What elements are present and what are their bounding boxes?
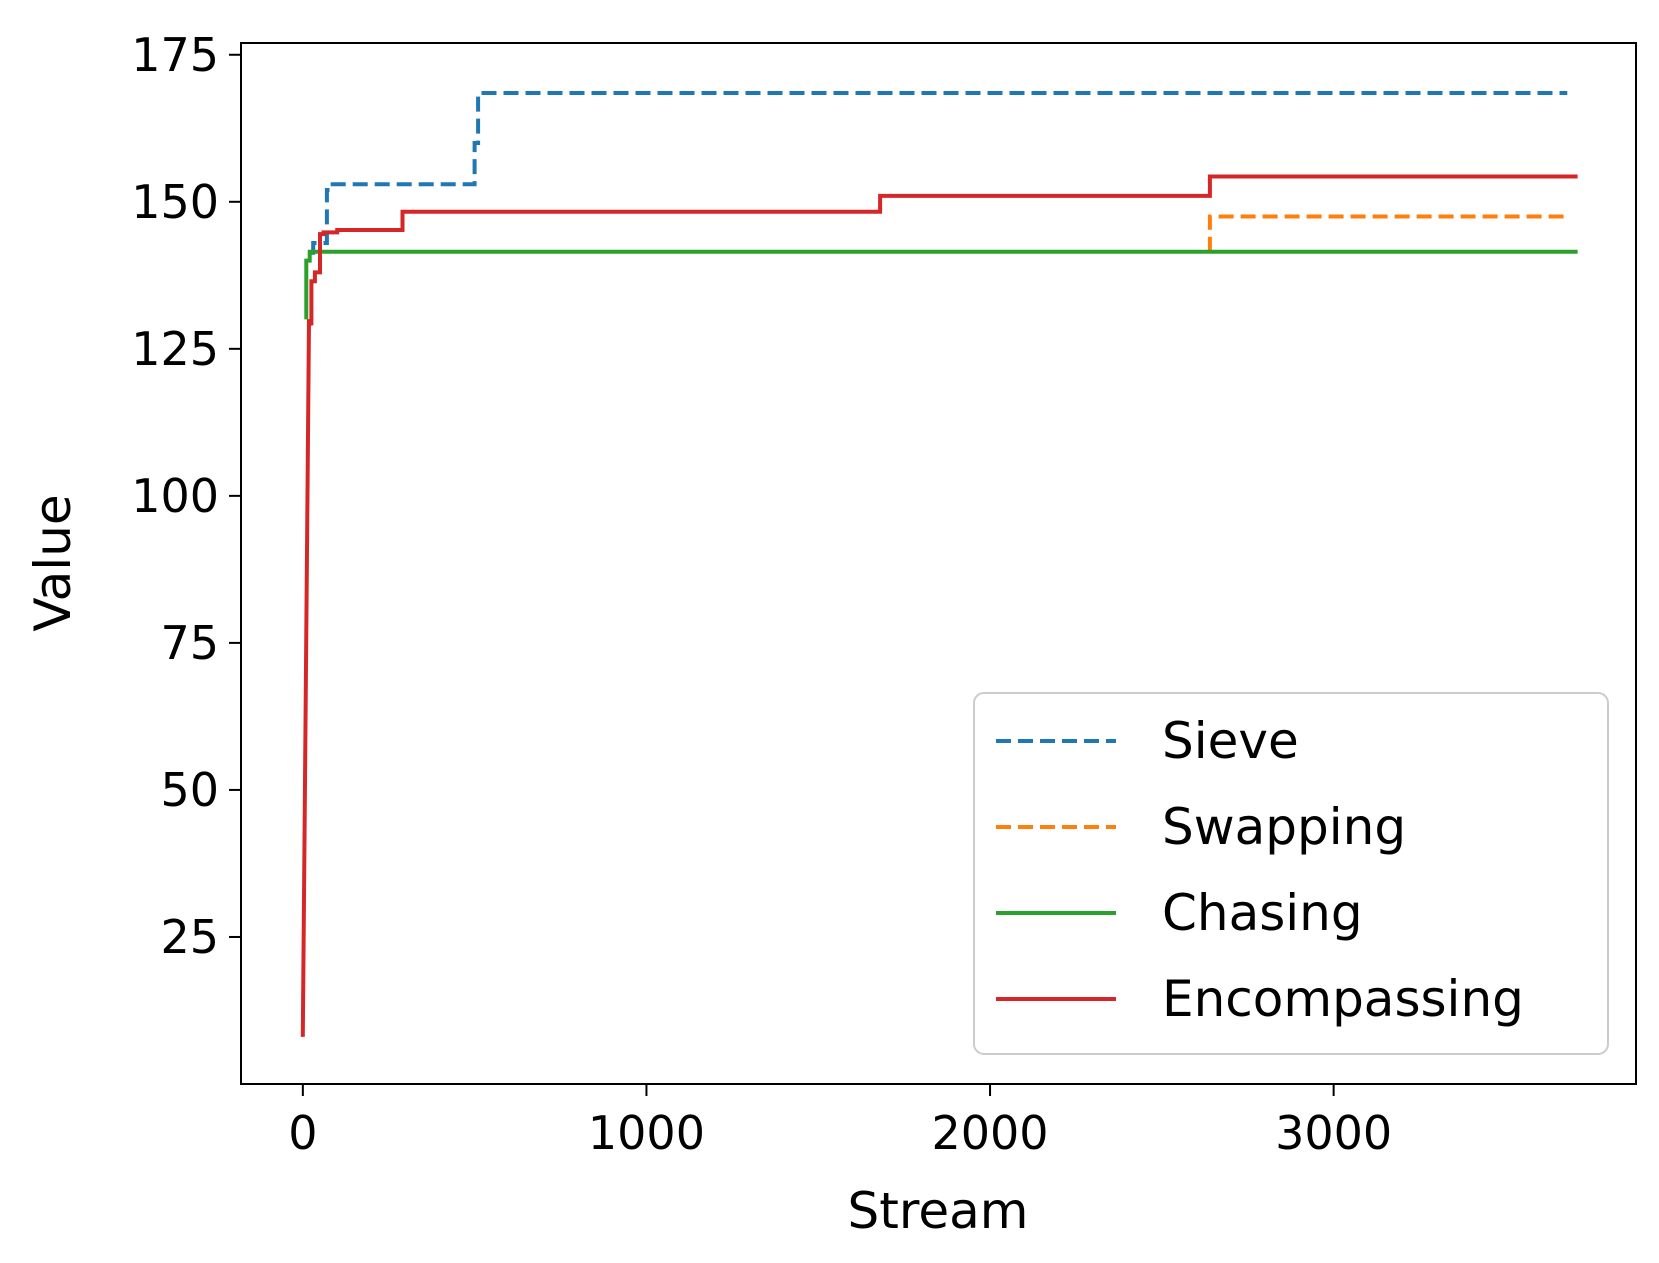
series-line-sieve	[311, 91, 1568, 255]
x-tick-label: 2000	[932, 1106, 1049, 1160]
legend-label-encompassing: Encompassing	[1162, 970, 1524, 1028]
x-tick-label: 1000	[588, 1106, 705, 1160]
y-tick-label: 175	[131, 28, 219, 82]
legend: Sieve Swapping Chasing Encompassing	[973, 692, 1609, 1055]
legend-box	[973, 692, 1609, 1055]
series-line-swapping	[1207, 214, 1568, 252]
y-axis-label: Value	[24, 494, 82, 631]
x-axis-label: Stream	[848, 1182, 1029, 1240]
y-tick-label: 75	[160, 616, 219, 670]
x-tick-label: 3000	[1275, 1106, 1392, 1160]
y-tick-label: 125	[131, 322, 219, 376]
series-line-chasing	[304, 249, 1578, 320]
plot-lines	[300, 91, 1578, 1037]
y-tick-label: 25	[160, 910, 219, 964]
y-tick-label: 150	[131, 175, 219, 229]
legend-label-swapping: Swapping	[1162, 798, 1406, 856]
x-tick-label: 0	[288, 1106, 317, 1160]
y-axis-ticks: 25 50 75 100 125 150 175	[131, 28, 241, 964]
y-tick-label: 100	[131, 469, 219, 523]
legend-label-chasing: Chasing	[1162, 884, 1363, 942]
legend-label-sieve: Sieve	[1162, 712, 1299, 770]
plot-frame	[240, 42, 1637, 1085]
y-tick-label: 50	[160, 763, 219, 817]
series-line-encompassing	[300, 174, 1578, 1037]
x-axis-ticks: 0 1000 2000 3000	[288, 1084, 1392, 1160]
